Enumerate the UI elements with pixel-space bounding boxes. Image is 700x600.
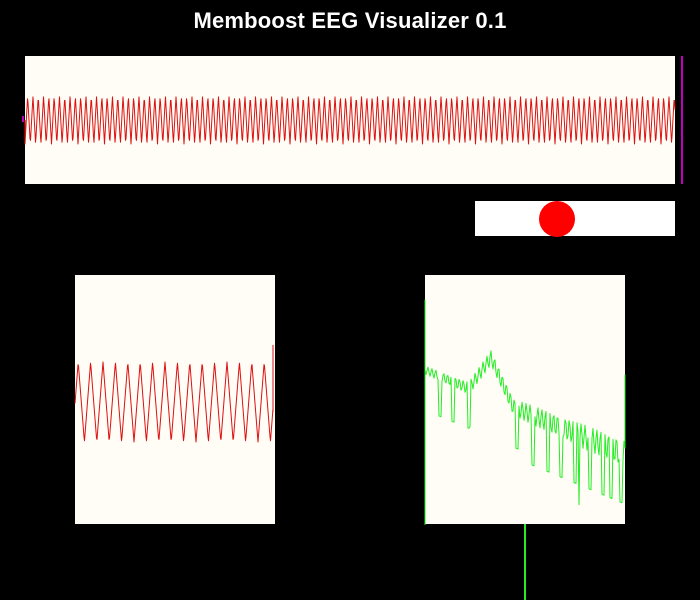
raw-eeg-trace (22, 96, 676, 145)
power-spectrum-curve (424, 299, 626, 525)
signal-indicator-bar (475, 201, 675, 237)
waveform-zoom-panel (74, 275, 275, 524)
raw-eeg-waveform (24, 96, 676, 145)
zoomed-waveform (74, 345, 274, 443)
spectrum-trace (424, 299, 626, 525)
spectrum-panel (424, 275, 626, 525)
waveform-zoom-trace (74, 345, 274, 443)
signal-indicator-dot (539, 201, 575, 237)
app-title: Memboost EEG Visualizer 0.1 (193, 8, 507, 33)
raw-eeg-panel (22, 56, 676, 184)
